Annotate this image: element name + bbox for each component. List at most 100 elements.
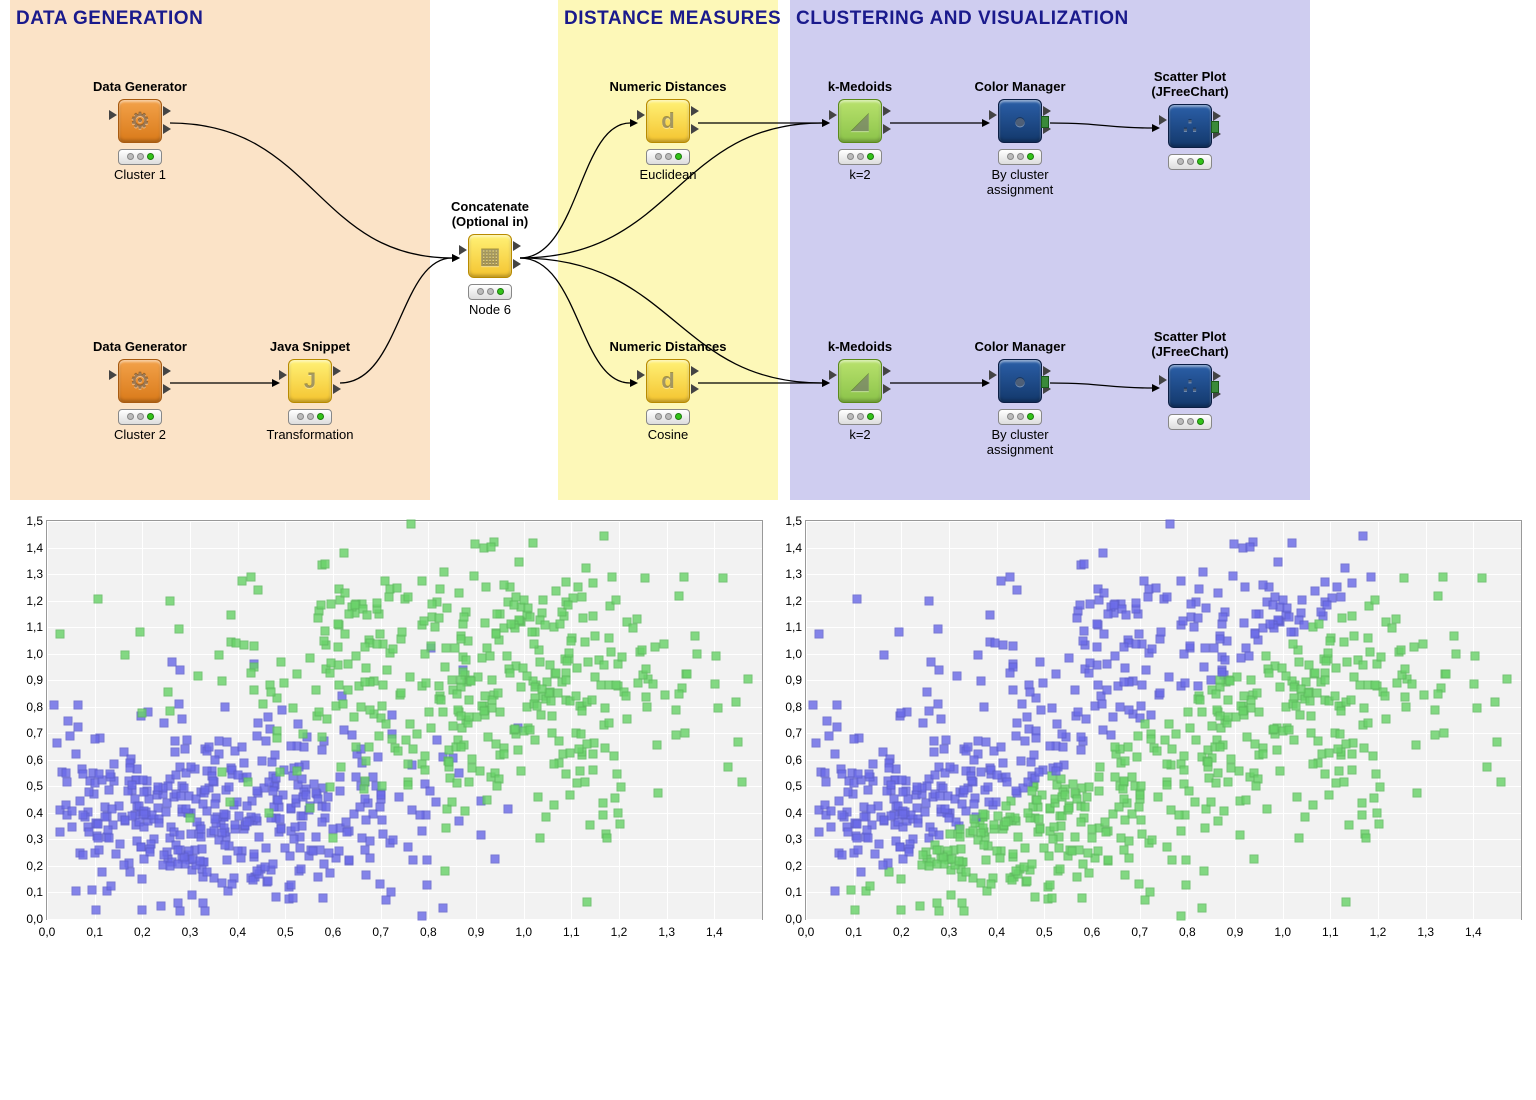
data-point: [980, 840, 989, 849]
port-out-icon[interactable]: [333, 384, 341, 394]
data-point: [487, 543, 496, 552]
data-point: [830, 886, 839, 895]
view-port[interactable]: [1041, 376, 1049, 388]
node-icon[interactable]: J: [288, 359, 332, 403]
port-in-icon[interactable]: [989, 110, 997, 120]
data-point: [530, 736, 539, 745]
view-port[interactable]: [1041, 116, 1049, 128]
data-point: [1122, 611, 1131, 620]
port-out-icon[interactable]: [163, 384, 171, 394]
data-point: [1152, 746, 1161, 755]
data-point: [1120, 845, 1129, 854]
port-out-icon[interactable]: [163, 124, 171, 134]
node-gen1[interactable]: Data Generator⚙Cluster 1: [80, 80, 200, 182]
data-point: [338, 700, 347, 709]
node-icon[interactable]: d: [646, 99, 690, 143]
port-out-icon[interactable]: [1043, 106, 1051, 116]
port-out-icon[interactable]: [513, 241, 521, 251]
data-point: [1218, 612, 1227, 621]
port-out-icon[interactable]: [1043, 366, 1051, 376]
port-out-icon[interactable]: [883, 106, 891, 116]
port-out-icon[interactable]: [691, 366, 699, 376]
data-point: [821, 778, 830, 787]
data-point: [1020, 736, 1029, 745]
data-point: [1016, 756, 1025, 765]
node-icon[interactable]: ●: [998, 359, 1042, 403]
port-in-icon[interactable]: [459, 245, 467, 255]
port-out-icon[interactable]: [163, 106, 171, 116]
port-out-icon[interactable]: [1213, 111, 1221, 121]
data-point: [156, 901, 165, 910]
port-out-icon[interactable]: [691, 124, 699, 134]
port-out-icon[interactable]: [163, 366, 171, 376]
node-kmed2[interactable]: k-Medoids◢k=2: [800, 340, 920, 442]
data-point: [296, 865, 305, 874]
data-point: [227, 610, 236, 619]
port-out-icon[interactable]: [883, 384, 891, 394]
data-point: [985, 797, 994, 806]
data-point: [198, 799, 207, 808]
node-dist2[interactable]: Numeric DistancesdCosine: [608, 340, 728, 442]
port-out-icon[interactable]: [691, 384, 699, 394]
port-in-icon[interactable]: [109, 370, 117, 380]
port-out-icon[interactable]: [883, 366, 891, 376]
node-color2[interactable]: Color Manager●By cluster assignment: [960, 340, 1080, 457]
view-port[interactable]: [1211, 381, 1219, 393]
data-point: [433, 736, 442, 745]
data-point: [440, 568, 449, 577]
port-in-icon[interactable]: [829, 110, 837, 120]
data-point: [1371, 681, 1380, 690]
node-scatter2[interactable]: Scatter Plot (JFreeChart)∴: [1130, 330, 1250, 432]
data-point: [335, 681, 344, 690]
port-out-icon[interactable]: [513, 259, 521, 269]
node-dist1[interactable]: Numeric DistancesdEuclidean: [608, 80, 728, 182]
port-in-icon[interactable]: [989, 370, 997, 380]
node-icon[interactable]: ⚙: [118, 359, 162, 403]
node-color1[interactable]: Color Manager●By cluster assignment: [960, 80, 1080, 197]
node-icon[interactable]: ⚙: [118, 99, 162, 143]
node-concat[interactable]: Concatenate (Optional in)▦Node 6: [430, 200, 550, 317]
data-point: [292, 669, 301, 678]
data-point: [1115, 803, 1124, 812]
port-in-icon[interactable]: [1159, 115, 1167, 125]
node-java[interactable]: Java SnippetJTransformation: [250, 340, 370, 442]
node-icon[interactable]: ●: [998, 99, 1042, 143]
port-out-icon[interactable]: [691, 106, 699, 116]
port-in-icon[interactable]: [637, 110, 645, 120]
data-point: [1093, 643, 1102, 652]
port-in-icon[interactable]: [109, 110, 117, 120]
data-point: [931, 771, 940, 780]
node-title: Java Snippet: [250, 340, 370, 355]
port-out-icon[interactable]: [333, 366, 341, 376]
data-point: [1322, 657, 1331, 666]
port-in-icon[interactable]: [829, 370, 837, 380]
view-port[interactable]: [1211, 121, 1219, 133]
data-point: [1372, 769, 1381, 778]
data-point: [1039, 679, 1048, 688]
node-icon[interactable]: d: [646, 359, 690, 403]
data-point: [1203, 757, 1212, 766]
data-point: [309, 847, 318, 856]
port-out-icon[interactable]: [883, 124, 891, 134]
port-in-icon[interactable]: [637, 370, 645, 380]
data-point: [1056, 774, 1065, 783]
node-kmed1[interactable]: k-Medoids◢k=2: [800, 80, 920, 182]
data-point: [1077, 733, 1086, 742]
data-point: [243, 777, 252, 786]
node-icon[interactable]: ◢: [838, 99, 882, 143]
node-icon[interactable]: ∴: [1168, 104, 1212, 148]
data-point: [1262, 804, 1271, 813]
port-in-icon[interactable]: [1159, 375, 1167, 385]
node-gen2[interactable]: Data Generator⚙Cluster 2: [80, 340, 200, 442]
data-point: [443, 603, 452, 612]
node-scatter1[interactable]: Scatter Plot (JFreeChart)∴: [1130, 70, 1250, 172]
node-icon[interactable]: ▦: [468, 234, 512, 278]
port-in-icon[interactable]: [279, 370, 287, 380]
port-out-icon[interactable]: [1213, 371, 1221, 381]
data-point: [458, 667, 467, 676]
node-icon[interactable]: ◢: [838, 359, 882, 403]
node-icon[interactable]: ∴: [1168, 364, 1212, 408]
x-tick: 0,6: [325, 925, 342, 939]
data-point: [1401, 664, 1410, 673]
data-point: [242, 802, 251, 811]
